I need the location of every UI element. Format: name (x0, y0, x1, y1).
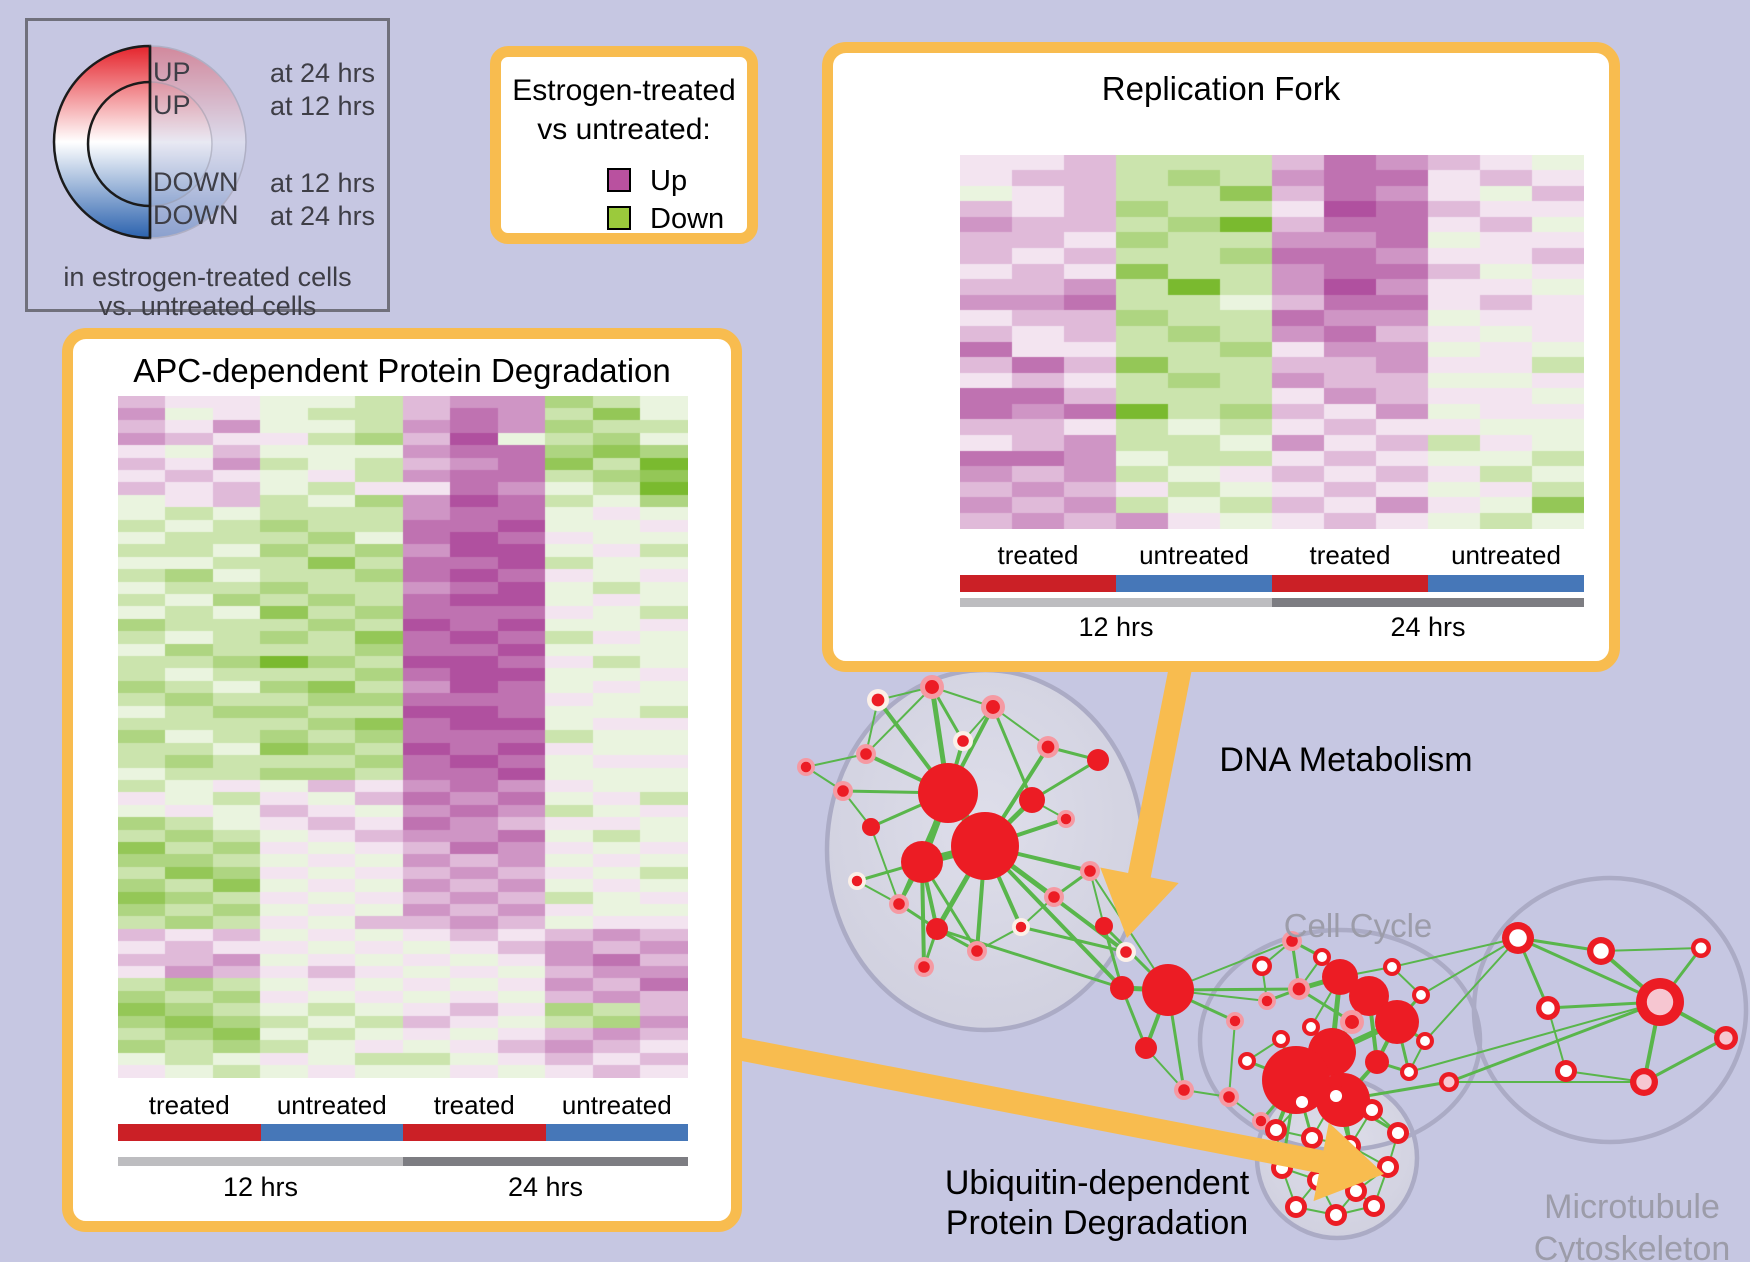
legend-time-24b: at 24 hrs (270, 201, 376, 231)
legend-down-12: DOWN (153, 167, 239, 197)
cell-cycle-label: Cell Cycle (1283, 907, 1433, 944)
network-nodes (797, 675, 1738, 1226)
down-label: Down (650, 203, 725, 235)
legend-time-12b: at 12 hrs (270, 168, 376, 198)
apc-group-untreated-12: untreated (276, 1090, 387, 1120)
legend-up-24: UP (153, 57, 191, 87)
apc-panel: APC-dependent Protein Degradation treate… (62, 328, 742, 1232)
microtubule-label-line2: Cytoskeleton (1533, 1230, 1731, 1268)
legend-note-line2: vs. untreated cells (98, 291, 317, 321)
legend-up-12: UP (153, 90, 191, 120)
microtubule-label-line1: Microtubule (1544, 1188, 1720, 1226)
estrogen-legend-title-line2: vs untreated: (537, 113, 711, 146)
rf-group-treated-24: treated (1309, 540, 1391, 570)
down-color-swatch (607, 206, 631, 230)
rf-treatment-colorbar (960, 575, 1584, 592)
legend-time-24: at 24 hrs (270, 58, 376, 88)
apc-title: APC-dependent Protein Degradation (133, 352, 671, 389)
ubiquitin-label-line1: Ubiquitin-dependent (944, 1164, 1250, 1202)
apc-group-labels: treated untreated treated untreated (118, 1090, 688, 1121)
estrogen-legend: Estrogen-treated vs untreated: Up Down (490, 46, 758, 244)
color-scale-legend: UP at 24 hrs UP at 12 hrs DOWN at 12 hrs… (25, 18, 390, 321)
legend-note-line1: in estrogen-treated cells (63, 262, 352, 292)
apc-treatment-colorbar (118, 1124, 688, 1141)
legend-time-12: at 12 hrs (270, 91, 376, 121)
dna-metabolism-label: DNA Metabolism (1219, 741, 1473, 779)
ubiquitin-label-line2: Protein Degradation (945, 1204, 1249, 1242)
apc-group-treated-24: treated (433, 1090, 515, 1120)
up-label: Up (650, 165, 688, 197)
up-down-gradient-rings-icon (52, 44, 247, 240)
rf-group-untreated-12: untreated (1139, 540, 1249, 570)
rf-group-treated-12: treated (997, 540, 1079, 570)
apc-time-bar (118, 1157, 688, 1166)
rf-time-bar (960, 598, 1584, 607)
estrogen-legend-title-line1: Estrogen-treated (512, 74, 736, 107)
rf-time-12hrs: 12 hrs (1078, 612, 1154, 642)
up-color-swatch (607, 168, 631, 192)
legend-down-24: DOWN (153, 200, 239, 230)
rf-group-untreated-24: untreated (1451, 540, 1561, 570)
replication-fork-title: Replication Fork (1101, 70, 1341, 107)
rf-group-labels: treated untreated treated untreated (960, 540, 1584, 571)
callout-arrows (732, 652, 1384, 1202)
bottom-margin (0, 1262, 1750, 1279)
apc-time-24hrs: 24 hrs (507, 1172, 584, 1202)
apc-group-untreated-24: untreated (561, 1090, 672, 1120)
apc-time-12hrs: 12 hrs (222, 1172, 299, 1202)
rf-time-labels: 12 hrs 24 hrs (960, 612, 1584, 643)
replication-fork-panel: Replication Fork treated untreated treat… (822, 42, 1620, 672)
apc-heatmap (118, 396, 688, 1078)
apc-group-treated-12: treated (148, 1090, 230, 1120)
replication-fork-heatmap (960, 155, 1584, 529)
apc-time-labels: 12 hrs 24 hrs (118, 1172, 688, 1203)
rf-time-24hrs: 24 hrs (1390, 612, 1466, 642)
